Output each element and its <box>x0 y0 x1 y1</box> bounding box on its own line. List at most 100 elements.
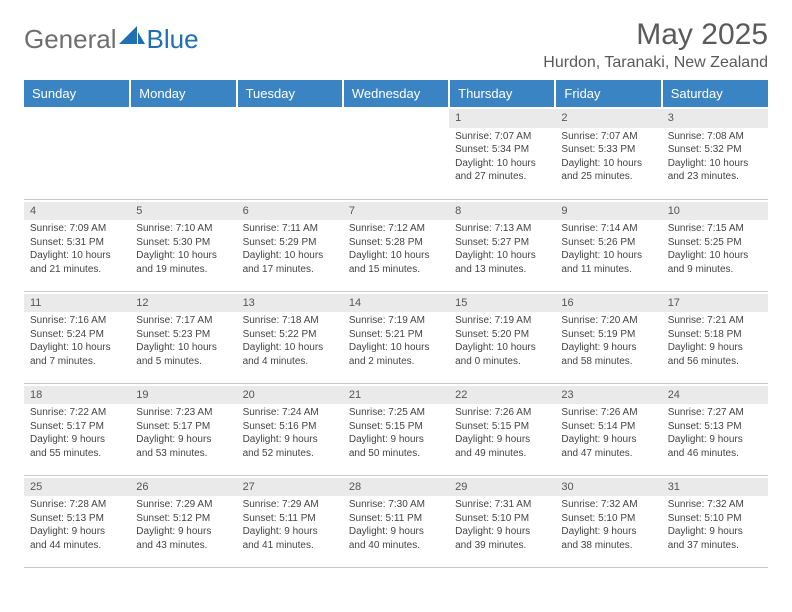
day-number: 18 <box>30 389 42 401</box>
calendar-day-cell: 29Sunrise: 7:31 AMSunset: 5:10 PMDayligh… <box>449 475 555 567</box>
day-info-line: Sunset: 5:22 PM <box>243 328 337 342</box>
day-number-bar: 30 <box>555 478 661 497</box>
brand-word-1: General <box>24 24 117 55</box>
calendar-week-row: 4Sunrise: 7:09 AMSunset: 5:31 PMDaylight… <box>24 199 768 291</box>
day-number-bar: 19 <box>130 386 236 405</box>
weekday-header: Sunday <box>24 80 130 107</box>
day-info-line: Sunrise: 7:14 AM <box>561 222 655 236</box>
calendar-day-cell: 15Sunrise: 7:19 AMSunset: 5:20 PMDayligh… <box>449 291 555 383</box>
day-number: 23 <box>561 389 573 401</box>
day-info-line: Daylight: 9 hours <box>455 525 549 539</box>
day-number: 9 <box>561 205 567 217</box>
calendar-day-cell: 18Sunrise: 7:22 AMSunset: 5:17 PMDayligh… <box>24 383 130 475</box>
day-info-line: Daylight: 9 hours <box>561 433 655 447</box>
day-info-line: and 44 minutes. <box>30 539 124 553</box>
day-number: 27 <box>243 481 255 493</box>
day-info-line: Sunrise: 7:17 AM <box>136 314 230 328</box>
day-info-line: Sunset: 5:27 PM <box>455 236 549 250</box>
day-number: 15 <box>455 297 467 309</box>
day-number: 24 <box>668 389 680 401</box>
day-info-line: and 7 minutes. <box>30 355 124 369</box>
day-info-line: Daylight: 9 hours <box>136 525 230 539</box>
day-number: 31 <box>668 481 680 493</box>
day-number-bar: 17 <box>662 294 768 313</box>
day-number-bar: 3 <box>662 109 768 128</box>
calendar-day-cell: 2Sunrise: 7:07 AMSunset: 5:33 PMDaylight… <box>555 107 661 199</box>
day-info-line: Sunrise: 7:26 AM <box>561 406 655 420</box>
day-info-line: Sunrise: 7:29 AM <box>136 498 230 512</box>
weekday-header: Thursday <box>449 80 555 107</box>
month-title: May 2025 <box>543 18 768 52</box>
day-info-line: Sunrise: 7:07 AM <box>455 130 549 144</box>
day-info-line: Sunset: 5:10 PM <box>561 512 655 526</box>
day-info-line: Sunrise: 7:09 AM <box>30 222 124 236</box>
day-info-line: and 41 minutes. <box>243 539 337 553</box>
calendar-day-cell: 24Sunrise: 7:27 AMSunset: 5:13 PMDayligh… <box>662 383 768 475</box>
day-info-line: Daylight: 10 hours <box>455 249 549 263</box>
day-number: 13 <box>243 297 255 309</box>
day-info-line: and 43 minutes. <box>136 539 230 553</box>
day-info-line: and 40 minutes. <box>349 539 443 553</box>
day-number: 7 <box>349 205 355 217</box>
day-info-line: Daylight: 10 hours <box>30 341 124 355</box>
day-info-line: Daylight: 10 hours <box>668 249 762 263</box>
day-number-bar: 16 <box>555 294 661 313</box>
day-info-line: Sunset: 5:11 PM <box>349 512 443 526</box>
day-info-line: Sunrise: 7:23 AM <box>136 406 230 420</box>
day-info-line: Sunset: 5:28 PM <box>349 236 443 250</box>
day-number-bar: 22 <box>449 386 555 405</box>
calendar-day-cell: 11Sunrise: 7:16 AMSunset: 5:24 PMDayligh… <box>24 291 130 383</box>
weekday-header: Saturday <box>662 80 768 107</box>
weekday-header: Wednesday <box>343 80 449 107</box>
day-number: 4 <box>30 205 36 217</box>
day-info-line: Sunset: 5:10 PM <box>455 512 549 526</box>
title-block: May 2025 Hurdon, Taranaki, New Zealand <box>543 18 768 72</box>
day-info-line: Sunrise: 7:32 AM <box>561 498 655 512</box>
day-info-line: Sunrise: 7:28 AM <box>30 498 124 512</box>
day-info-line: Sunrise: 7:15 AM <box>668 222 762 236</box>
day-number: 25 <box>30 481 42 493</box>
day-number: 10 <box>668 205 680 217</box>
day-number-bar: 10 <box>662 202 768 221</box>
day-number: 17 <box>668 297 680 309</box>
brand-sail-icon <box>119 24 145 55</box>
day-info-line: Sunset: 5:18 PM <box>668 328 762 342</box>
calendar-day-cell: 16Sunrise: 7:20 AMSunset: 5:19 PMDayligh… <box>555 291 661 383</box>
day-info-line: Sunset: 5:14 PM <box>561 420 655 434</box>
day-info-line: Sunrise: 7:13 AM <box>455 222 549 236</box>
day-info-line: Sunset: 5:33 PM <box>561 143 655 157</box>
day-number: 22 <box>455 389 467 401</box>
day-info-line: Daylight: 10 hours <box>243 249 337 263</box>
day-number-bar: 15 <box>449 294 555 313</box>
day-number-bar: 4 <box>24 202 130 221</box>
day-number-bar: 31 <box>662 478 768 497</box>
day-number: 12 <box>136 297 148 309</box>
day-number-bar: 12 <box>130 294 236 313</box>
day-info-line: Daylight: 9 hours <box>30 433 124 447</box>
day-info-line: and 27 minutes. <box>455 170 549 184</box>
day-info-line: Daylight: 9 hours <box>243 433 337 447</box>
day-number: 2 <box>561 112 567 124</box>
calendar-day-cell: 14Sunrise: 7:19 AMSunset: 5:21 PMDayligh… <box>343 291 449 383</box>
day-info-line: Daylight: 9 hours <box>668 341 762 355</box>
day-info-line: Daylight: 9 hours <box>349 433 443 447</box>
day-info-line: and 39 minutes. <box>455 539 549 553</box>
calendar-week-row: 11Sunrise: 7:16 AMSunset: 5:24 PMDayligh… <box>24 291 768 383</box>
day-info-line: Daylight: 10 hours <box>136 341 230 355</box>
day-number-bar: 1 <box>449 109 555 128</box>
weekday-header: Friday <box>555 80 661 107</box>
day-info-line: Sunset: 5:19 PM <box>561 328 655 342</box>
day-info-line: Daylight: 10 hours <box>136 249 230 263</box>
calendar-day-cell: 31Sunrise: 7:32 AMSunset: 5:10 PMDayligh… <box>662 475 768 567</box>
day-info-line: Sunset: 5:24 PM <box>30 328 124 342</box>
calendar-day-cell: 21Sunrise: 7:25 AMSunset: 5:15 PMDayligh… <box>343 383 449 475</box>
day-info-line: Sunset: 5:13 PM <box>668 420 762 434</box>
day-info-line: Sunset: 5:26 PM <box>561 236 655 250</box>
calendar-day-cell: 12Sunrise: 7:17 AMSunset: 5:23 PMDayligh… <box>130 291 236 383</box>
day-info-line: Daylight: 9 hours <box>668 433 762 447</box>
day-info-line: Daylight: 9 hours <box>561 341 655 355</box>
day-info-line: Sunrise: 7:22 AM <box>30 406 124 420</box>
calendar-week-row: 1Sunrise: 7:07 AMSunset: 5:34 PMDaylight… <box>24 107 768 199</box>
day-info-line: Sunrise: 7:08 AM <box>668 130 762 144</box>
day-info-line: Sunset: 5:29 PM <box>243 236 337 250</box>
